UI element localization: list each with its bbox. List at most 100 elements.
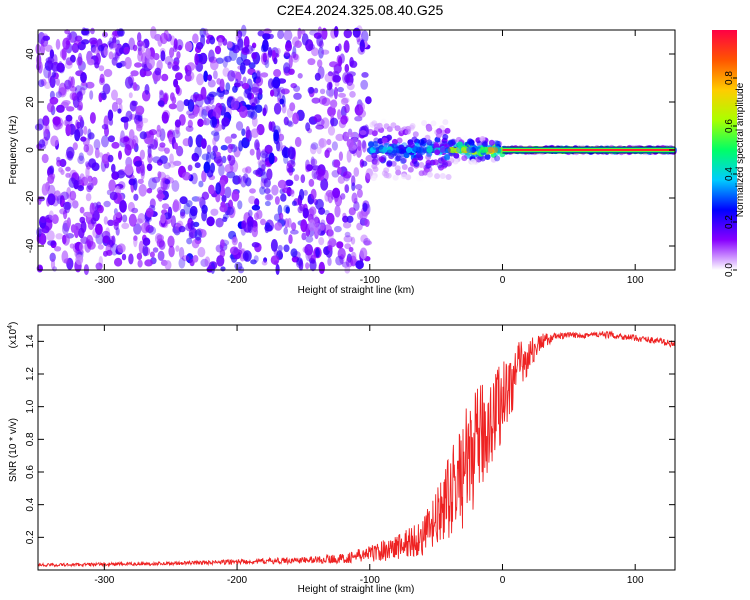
spectrogram-cell [263,178,271,188]
spectrogram-cell [330,117,339,127]
spectrogram-cell [42,35,50,41]
spectrogram-cell [182,138,191,147]
spectrogram-y-ticks: -40 -20 0 20 40 [25,48,675,253]
spectrogram-cell [98,77,106,86]
spectrogram-cell [50,135,59,147]
spectrogram-cell [320,223,325,231]
spectrogram-cell [335,255,344,266]
spectrogram-cell [101,124,109,130]
spectrogram-cell [228,155,236,166]
spectrogram-cell [41,153,49,164]
spectrogram-cell [318,95,327,105]
spectrogram-cell [354,116,363,122]
spectrogram-cell [294,136,302,148]
spectrogram-cell [46,102,55,113]
spectrogram-cell [297,27,302,40]
spectrogram-cell [340,193,346,200]
spectrogram-cell [87,175,93,183]
spectrogram-cell [344,243,352,250]
spectrogram-cell [174,119,181,128]
spectrogram-cell [386,149,393,156]
spectrogram-cell [69,91,78,101]
spectrogram-cell [198,52,208,65]
spectrogram-cell [136,40,144,47]
spectrogram-cell [240,222,247,236]
spectrogram-cell [444,127,451,134]
spectrogram-cell [405,174,412,181]
spectrogram-cell [264,144,273,154]
spectrogram-cell [346,150,352,163]
y-tick-label: -40 [25,238,36,253]
spectrogram-cell [251,52,257,60]
spectrogram-cell [210,130,220,137]
spectrogram-cell [359,247,368,260]
spectrogram-cell [79,173,85,184]
colorbar-tick-label: 0.2 [724,215,735,229]
spectrogram-cell [216,78,222,85]
spectrogram-cell [210,208,219,216]
spectrogram-cell [85,81,95,89]
spectrogram-cell [241,82,250,90]
spectrogram-cell [83,144,90,153]
spectrogram-cell [137,168,142,175]
spectrogram-cell [283,204,291,214]
spectrogram-cell [329,61,338,68]
x-tick-label: -200 [227,275,247,286]
spectrogram-cell [261,260,268,266]
spectrogram-cell [338,92,346,98]
spectrogram-cell [249,148,255,156]
spectrogram-cell [358,102,366,112]
spectrogram-cell [328,89,334,99]
spectrogram-cell [129,129,135,140]
spectrogram-cell [95,262,103,271]
spectrogram-cell [466,147,473,153]
spectrogram-cell [197,118,204,128]
spectrogram-cell [215,192,221,203]
spectrogram-cell [307,58,316,66]
spectrogram-cell [124,56,132,70]
spectrogram-cell [450,138,457,145]
spectrogram-cell [159,128,166,142]
spectrogram-cell [225,82,231,92]
spectrogram-cell [361,139,366,149]
spectrogram-cell [280,193,287,202]
x-tick-label: -100 [360,575,380,586]
spectrogram-cell [182,171,191,181]
spectrogram-cell [310,142,319,150]
spectrogram-cell [359,210,368,220]
spectrogram-cell [60,169,65,175]
spectrogram-cell [404,128,411,135]
spectrogram-cell [487,146,494,153]
spectrogram-cell [38,139,46,148]
spectrogram-cell [41,183,49,196]
spectrogram-cell [88,158,97,169]
spectrogram-cell [426,139,433,146]
spectrogram-cell [141,117,149,124]
spectrogram-cell [187,164,193,171]
spectrogram-cell [101,153,110,165]
spectrogram-cell [45,123,50,135]
spectrogram-cell [114,257,123,267]
spectrogram-cell [283,244,290,253]
spectrogram-cell [391,149,398,156]
spectrogram-cell [162,92,169,103]
spectrogram-cell [69,190,77,201]
spectrogram-cell [146,163,153,172]
spectrogram-cell [260,218,266,226]
spectrogram-cell [139,131,147,140]
spectrogram-cell [237,174,242,185]
spectrogram-cell [344,103,350,114]
spectrogram-cell [372,144,379,151]
spectrogram-cell [157,100,165,107]
spectrogram-cell [201,191,210,200]
spectrogram-cell [344,63,350,73]
y-tick-label: 0.8 [25,432,36,446]
y-tick-label: 20 [25,96,36,108]
spectrogram-cell [175,72,183,81]
spectrogram-cell [315,247,320,258]
spectrogram-cell [386,160,393,167]
spectrogram-cell [372,166,379,173]
spectrogram-cell [327,71,333,77]
spectrogram-cell [316,35,324,47]
snr-y-ticks: 0.2 0.4 0.6 0.8 1.0 1.2 1.4 [25,334,675,544]
